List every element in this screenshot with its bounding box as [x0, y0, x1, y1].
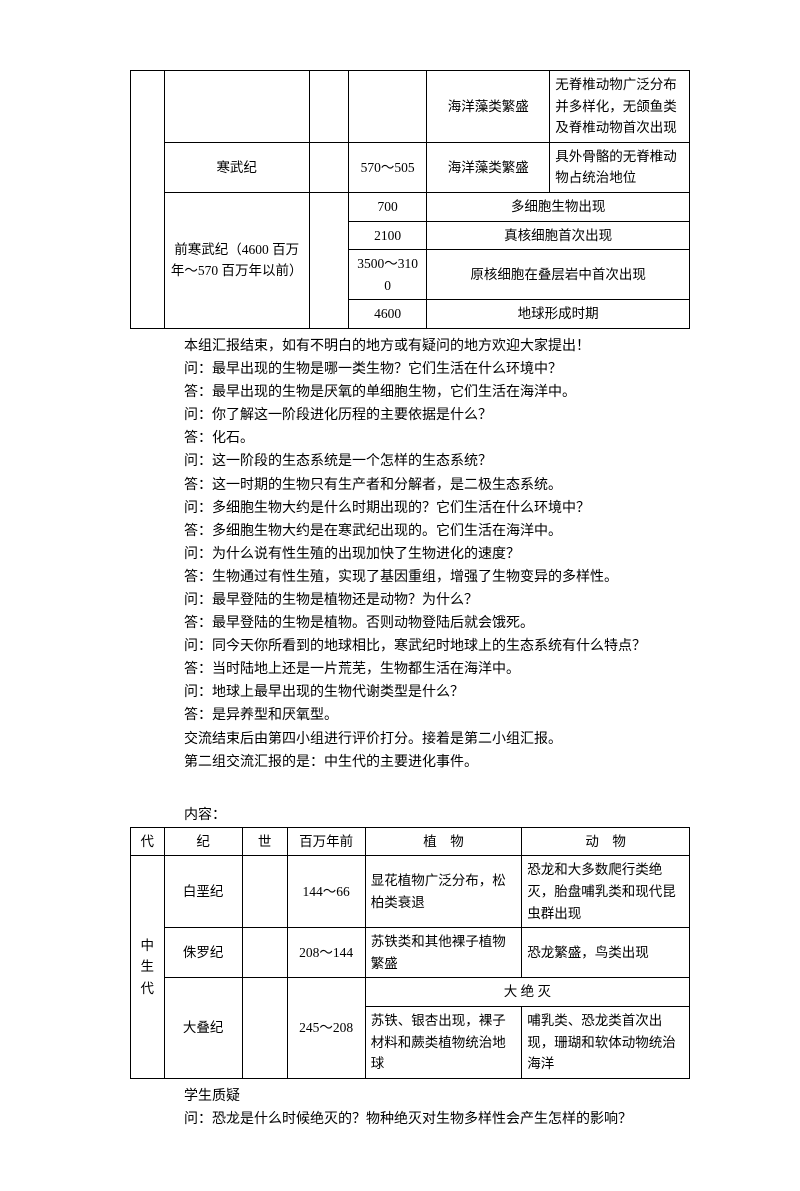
cell: 700: [348, 192, 426, 221]
qa-line: 答：化石。: [184, 427, 690, 450]
post-qa-text: 交流结束后由第四小组进行评价打分。接着是第二小组汇报。: [184, 728, 690, 751]
table-row: 前寒武纪（4600 百万年～570 百万年以前） 700 多细胞生物出现: [131, 192, 690, 221]
cell: 寒武纪: [164, 142, 309, 192]
cell: 无脊椎动物广泛分布并多样化，无颌鱼类及脊椎动物首次出现: [550, 71, 690, 143]
cell: 真核细胞首次出现: [427, 221, 690, 250]
cell: 208～144: [287, 928, 365, 978]
cell: 侏罗纪: [164, 928, 242, 978]
table-row: 中生代 白垩纪 144～66 显花植物广泛分布，松柏类衰退 恐龙和大多数爬行类绝…: [131, 856, 690, 928]
cell: 具外骨骼的无脊椎动物占统治地位: [550, 142, 690, 192]
intro-text: 本组汇报结束，如有不明白的地方或有疑问的地方欢迎大家提出！: [184, 335, 690, 358]
cell: 显花植物广泛分布，松柏类衰退: [365, 856, 522, 928]
header-cell: 植 物: [365, 827, 522, 856]
cell: 245～208: [287, 978, 365, 1078]
header-cell: 动 物: [522, 827, 690, 856]
qa-line: 答：多细胞生物大约是在寒武纪出现的。它们生活在海洋中。: [184, 520, 690, 543]
cell: 苏铁类和其他裸子植物繁盛: [365, 928, 522, 978]
post-qa-text: 第二组交流汇报的是：中生代的主要进化事件。: [184, 751, 690, 774]
cell: 大叠纪: [164, 978, 242, 1078]
qa-line: 答：当时陆地上还是一片荒芜，生物都生活在海洋中。: [184, 658, 690, 681]
header-cell: 百万年前: [287, 827, 365, 856]
cell: 白垩纪: [164, 856, 242, 928]
qa-line: 答：这一时期的生物只有生产者和分解者，是二极生态系统。: [184, 474, 690, 497]
cell: 恐龙繁盛，鸟类出现: [522, 928, 690, 978]
table-row: 海洋藻类繁盛 无脊椎动物广泛分布并多样化，无颌鱼类及脊椎动物首次出现: [131, 71, 690, 143]
cell: 3500～3100: [348, 250, 426, 300]
qa-line: 问：为什么说有性生殖的出现加快了生物进化的速度？: [184, 543, 690, 566]
cell: 海洋藻类繁盛: [427, 71, 550, 143]
qa-line: 答：最早出现的生物是厌氧的单细胞生物，它们生活在海洋中。: [184, 381, 690, 404]
cell: 原核细胞在叠层岩中首次出现: [427, 250, 690, 300]
table-row: 代 纪 世 百万年前 植 物 动 物: [131, 827, 690, 856]
cell: 中生代: [131, 856, 165, 1078]
table-mesozoic: 代 纪 世 百万年前 植 物 动 物 中生代 白垩纪 144～66 显花植物广泛…: [130, 827, 690, 1079]
table-row: 侏罗纪 208～144 苏铁类和其他裸子植物繁盛 恐龙繁盛，鸟类出现: [131, 928, 690, 978]
header-cell: 纪: [164, 827, 242, 856]
cell: 144～66: [287, 856, 365, 928]
cell: 2100: [348, 221, 426, 250]
qa-line: 问：最早登陆的生物是植物还是动物？为什么？: [184, 589, 690, 612]
bottom-text: 问：恐龙是什么时候绝灭的？物种绝灭对生物多样性会产生怎样的影响？: [184, 1108, 690, 1131]
cell: 大 绝 灭: [365, 978, 689, 1007]
qa-line: 问：最早出现的生物是哪一类生物？它们生活在什么环境中？: [184, 358, 690, 381]
cell: 前寒武纪（4600 百万年～570 百万年以前）: [164, 192, 309, 328]
qa-line: 问：多细胞生物大约是什么时期出现的？它们生活在什么环境中？: [184, 497, 690, 520]
qa-line: 问：同今天你所看到的地球相比，寒武纪时地球上的生态系统有什么特点？: [184, 635, 690, 658]
qa-line: 答：最早登陆的生物是植物。否则动物登陆后就会饿死。: [184, 612, 690, 635]
bottom-text: 学生质疑: [184, 1085, 690, 1108]
cell: [242, 928, 287, 978]
qa-line: 问：这一阶段的生态系统是一个怎样的生态系统？: [184, 450, 690, 473]
qa-line: 问：你了解这一阶段进化历程的主要依据是什么？: [184, 404, 690, 427]
cell: 海洋藻类繁盛: [427, 142, 550, 192]
cell: [242, 856, 287, 928]
header-cell: 代: [131, 827, 165, 856]
qa-line: 答：是异养型和厌氧型。: [184, 704, 690, 727]
cell: 地球形成时期: [427, 300, 690, 329]
cell: 哺乳类、恐龙类首次出现，珊瑚和软体动物统治海洋: [522, 1006, 690, 1078]
qa-line: 答：生物通过有性生殖，实现了基因重组，增强了生物变异的多样性。: [184, 566, 690, 589]
table-row: 大叠纪 245～208 大 绝 灭: [131, 978, 690, 1007]
table-row: 寒武纪 570～505 海洋藻类繁盛 具外骨骼的无脊椎动物占统治地位: [131, 142, 690, 192]
cell: 苏铁、银杏出现，裸子材料和蕨类植物统治地球: [365, 1006, 522, 1078]
cell: [242, 978, 287, 1078]
qa-line: 问：地球上最早出现的生物代谢类型是什么？: [184, 681, 690, 704]
header-cell: 世: [242, 827, 287, 856]
table-era1: 海洋藻类繁盛 无脊椎动物广泛分布并多样化，无颌鱼类及脊椎动物首次出现 寒武纪 5…: [130, 70, 690, 329]
cell: 恐龙和大多数爬行类绝灭，胎盘哺乳类和现代昆虫群出现: [522, 856, 690, 928]
content-label: 内容：: [184, 804, 690, 827]
cell: 570～505: [348, 142, 426, 192]
cell: 4600: [348, 300, 426, 329]
cell: 多细胞生物出现: [427, 192, 690, 221]
